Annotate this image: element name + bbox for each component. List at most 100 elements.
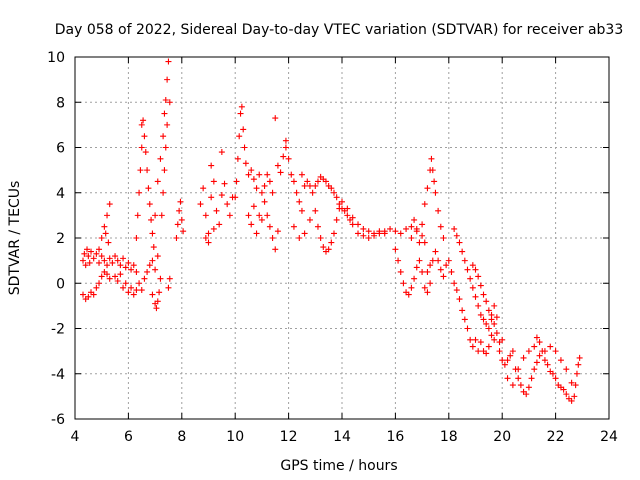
data-point	[576, 354, 583, 361]
data-point	[238, 103, 245, 110]
data-point	[536, 339, 543, 346]
data-point	[256, 212, 263, 219]
data-point	[464, 266, 471, 273]
data-point	[166, 99, 173, 106]
data-point	[392, 228, 399, 235]
x-tick-label: 20	[493, 429, 511, 445]
data-point	[202, 235, 209, 241]
data-point	[245, 171, 252, 178]
data-points	[80, 58, 583, 404]
data-point	[451, 225, 458, 232]
data-point	[403, 225, 410, 232]
data-point	[573, 370, 580, 377]
data-point	[148, 216, 155, 223]
data-point	[333, 194, 340, 201]
data-point	[208, 162, 215, 169]
data-point	[102, 230, 109, 237]
data-point	[419, 268, 426, 275]
data-point	[427, 280, 434, 287]
data-point	[85, 253, 92, 260]
x-axis-label: GPS time / hours	[280, 458, 397, 474]
data-point	[272, 246, 279, 253]
data-point	[274, 228, 281, 235]
data-point	[507, 352, 514, 359]
data-point	[290, 178, 297, 185]
data-point	[250, 203, 257, 210]
data-point	[328, 185, 335, 192]
y-tick-label: -4	[51, 367, 65, 383]
data-point	[104, 271, 111, 278]
data-point	[128, 266, 135, 273]
data-point	[459, 248, 466, 255]
data-point	[250, 176, 257, 183]
data-point	[138, 144, 145, 151]
data-point	[443, 262, 450, 269]
data-point	[280, 153, 287, 160]
data-point	[496, 348, 503, 355]
data-point	[467, 275, 474, 282]
data-point	[234, 155, 241, 162]
data-point	[86, 259, 93, 266]
data-point	[333, 216, 340, 223]
data-point	[296, 198, 303, 205]
data-point	[282, 144, 289, 151]
data-point	[213, 207, 220, 214]
data-point	[140, 117, 147, 124]
data-point	[165, 284, 172, 291]
data-point	[437, 266, 444, 273]
data-point	[435, 207, 442, 214]
data-point	[504, 375, 511, 382]
data-point	[320, 244, 327, 251]
data-point	[226, 212, 233, 219]
data-point	[469, 343, 476, 350]
data-point	[314, 223, 321, 230]
data-point	[445, 257, 452, 264]
data-point	[464, 325, 471, 332]
data-point	[218, 149, 225, 156]
x-tick-label: 22	[547, 429, 565, 445]
data-point	[117, 271, 124, 278]
data-point	[245, 212, 252, 219]
data-point	[533, 359, 540, 366]
data-point	[325, 246, 332, 253]
data-point	[533, 334, 540, 341]
data-point	[105, 239, 112, 246]
data-point	[142, 149, 149, 156]
data-point	[136, 280, 143, 287]
data-point	[144, 268, 151, 275]
data-point	[491, 302, 498, 309]
data-point	[469, 262, 476, 269]
data-point	[138, 287, 145, 294]
data-point	[419, 232, 426, 239]
data-point	[166, 275, 173, 282]
data-point	[133, 287, 140, 294]
data-point	[104, 212, 111, 219]
data-point	[261, 182, 268, 189]
data-point	[269, 189, 276, 196]
data-point	[274, 162, 281, 169]
data-point	[165, 58, 172, 65]
data-point	[154, 253, 161, 260]
x-tick-label: 14	[333, 429, 351, 445]
data-point	[205, 239, 212, 246]
data-point	[475, 302, 482, 309]
data-point	[509, 348, 516, 355]
data-point	[253, 185, 260, 192]
data-point	[101, 223, 108, 230]
data-point	[408, 235, 415, 241]
x-tick-label: 8	[177, 429, 186, 445]
data-point	[413, 225, 420, 232]
data-point	[106, 275, 113, 282]
data-point	[221, 180, 228, 187]
data-point	[240, 126, 247, 133]
data-point	[98, 273, 105, 280]
data-point	[560, 386, 567, 393]
data-point	[472, 266, 479, 273]
x-tick-label: 24	[600, 429, 618, 445]
data-point	[218, 192, 225, 199]
data-point	[125, 289, 132, 296]
data-point	[429, 257, 436, 264]
data-point	[133, 268, 140, 275]
data-point	[485, 307, 492, 314]
